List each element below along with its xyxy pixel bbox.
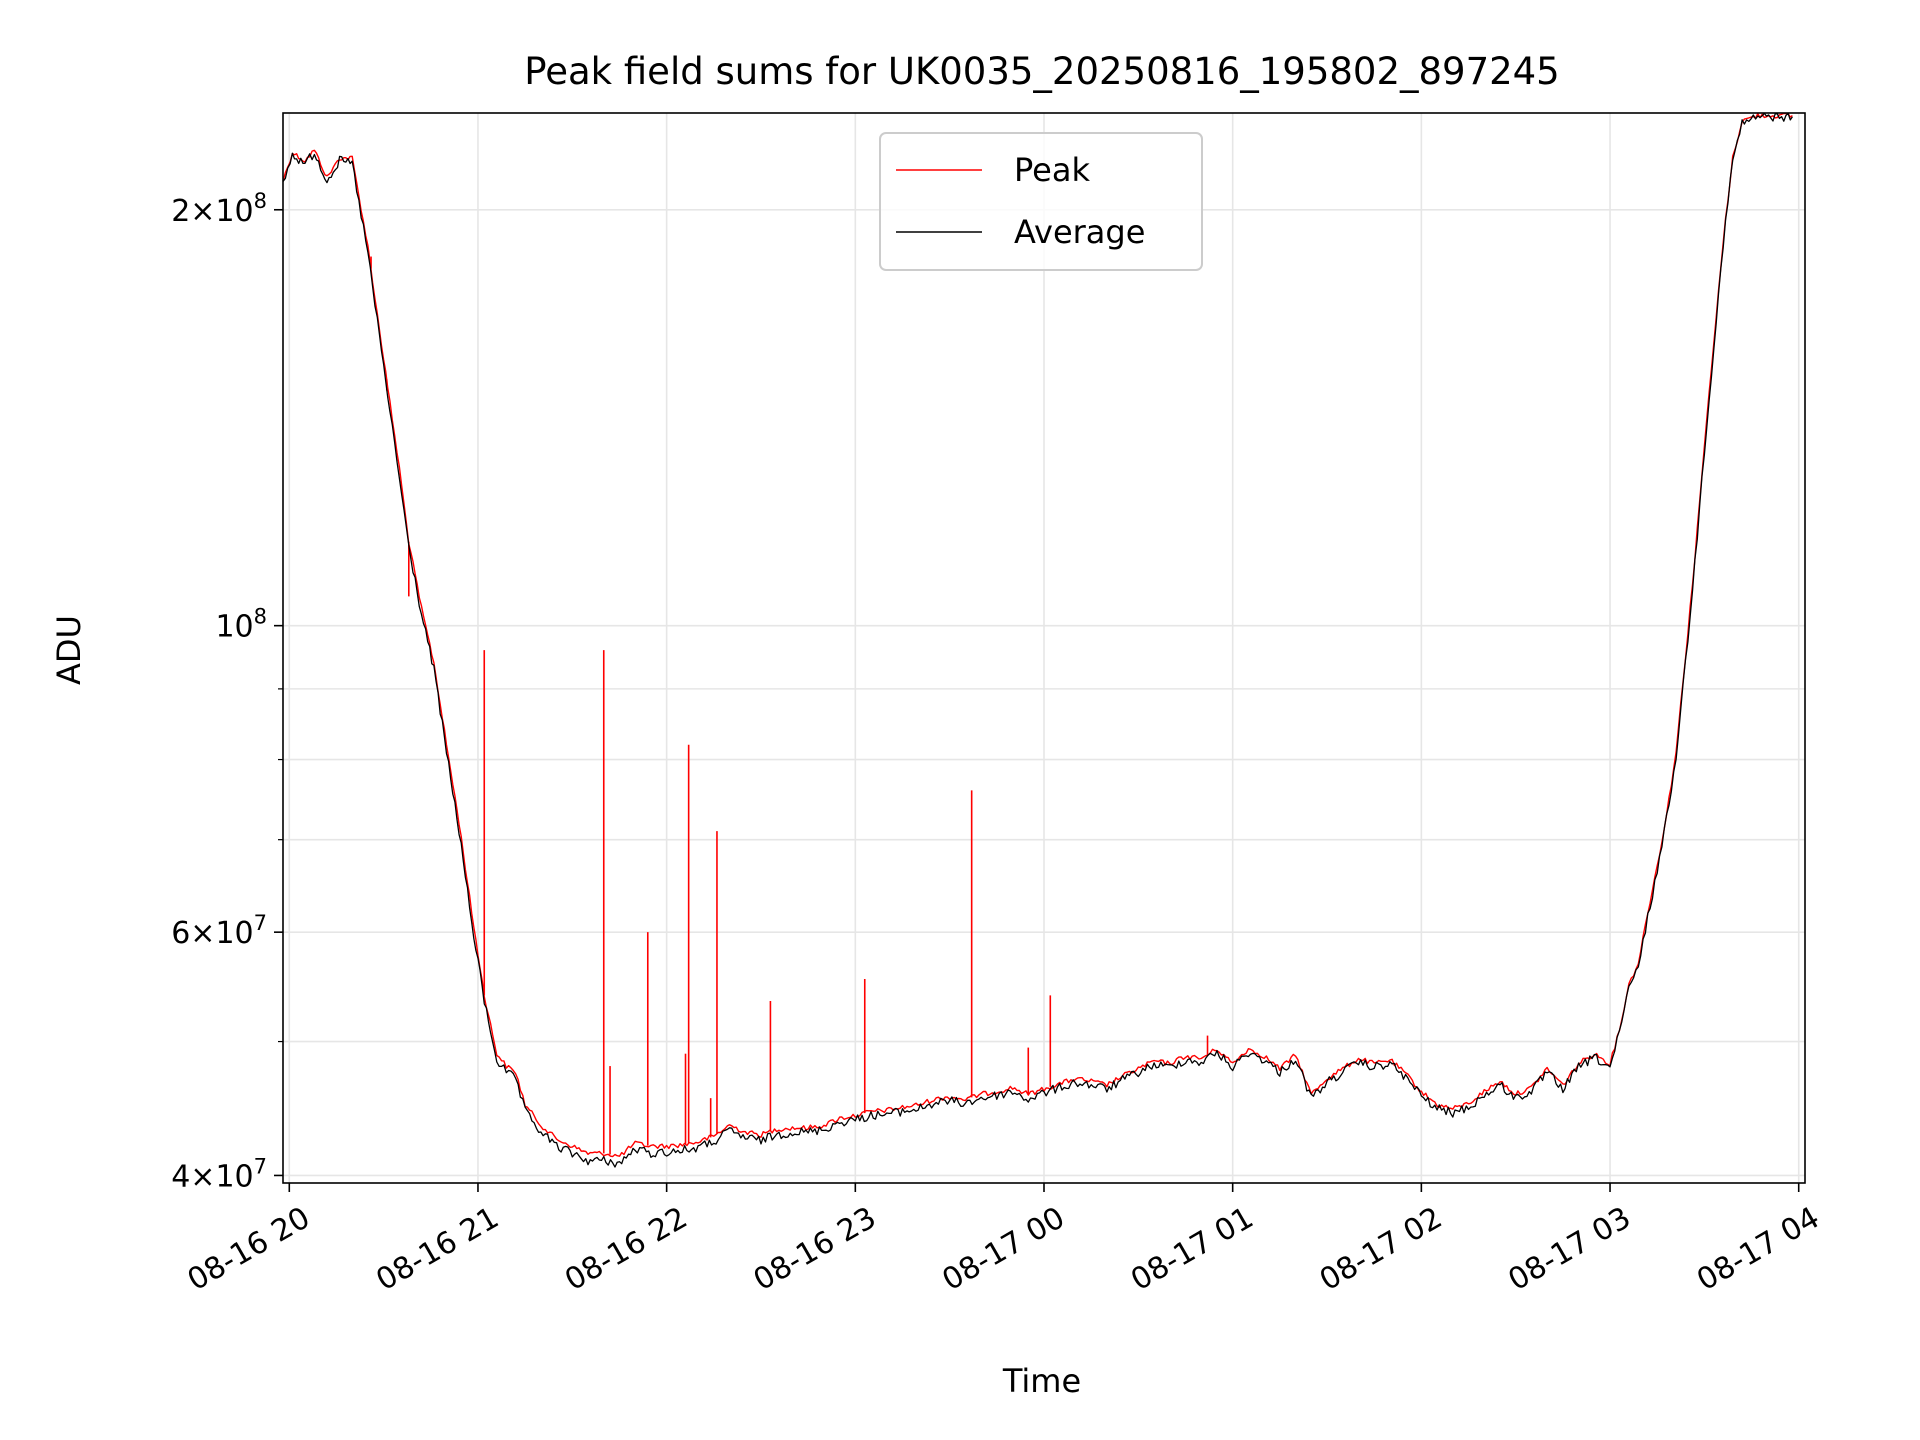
y-tick-label: 4×107	[171, 1154, 267, 1194]
y-tick-label: 2×108	[171, 189, 267, 229]
y-axis-ticks: 4×107 6×107 108 2×108	[171, 189, 283, 1194]
x-axis-label: Time	[1002, 1362, 1081, 1400]
chart-title: Peak field sums for UK0035_20250816_1958…	[524, 50, 1559, 93]
y-tick-label: 6×107	[171, 911, 267, 951]
legend-label-average: Average	[1014, 213, 1145, 251]
y-axis-label: ADU	[50, 615, 88, 685]
grid-lines	[283, 113, 1805, 1183]
legend-box	[879, 132, 1203, 271]
plot-series	[282, 112, 1793, 1168]
legend-label-peak: Peak	[1014, 151, 1090, 189]
legend: Peak Average	[879, 132, 1203, 271]
average-series-line	[282, 112, 1793, 1168]
y-tick-label: 108	[215, 605, 267, 645]
